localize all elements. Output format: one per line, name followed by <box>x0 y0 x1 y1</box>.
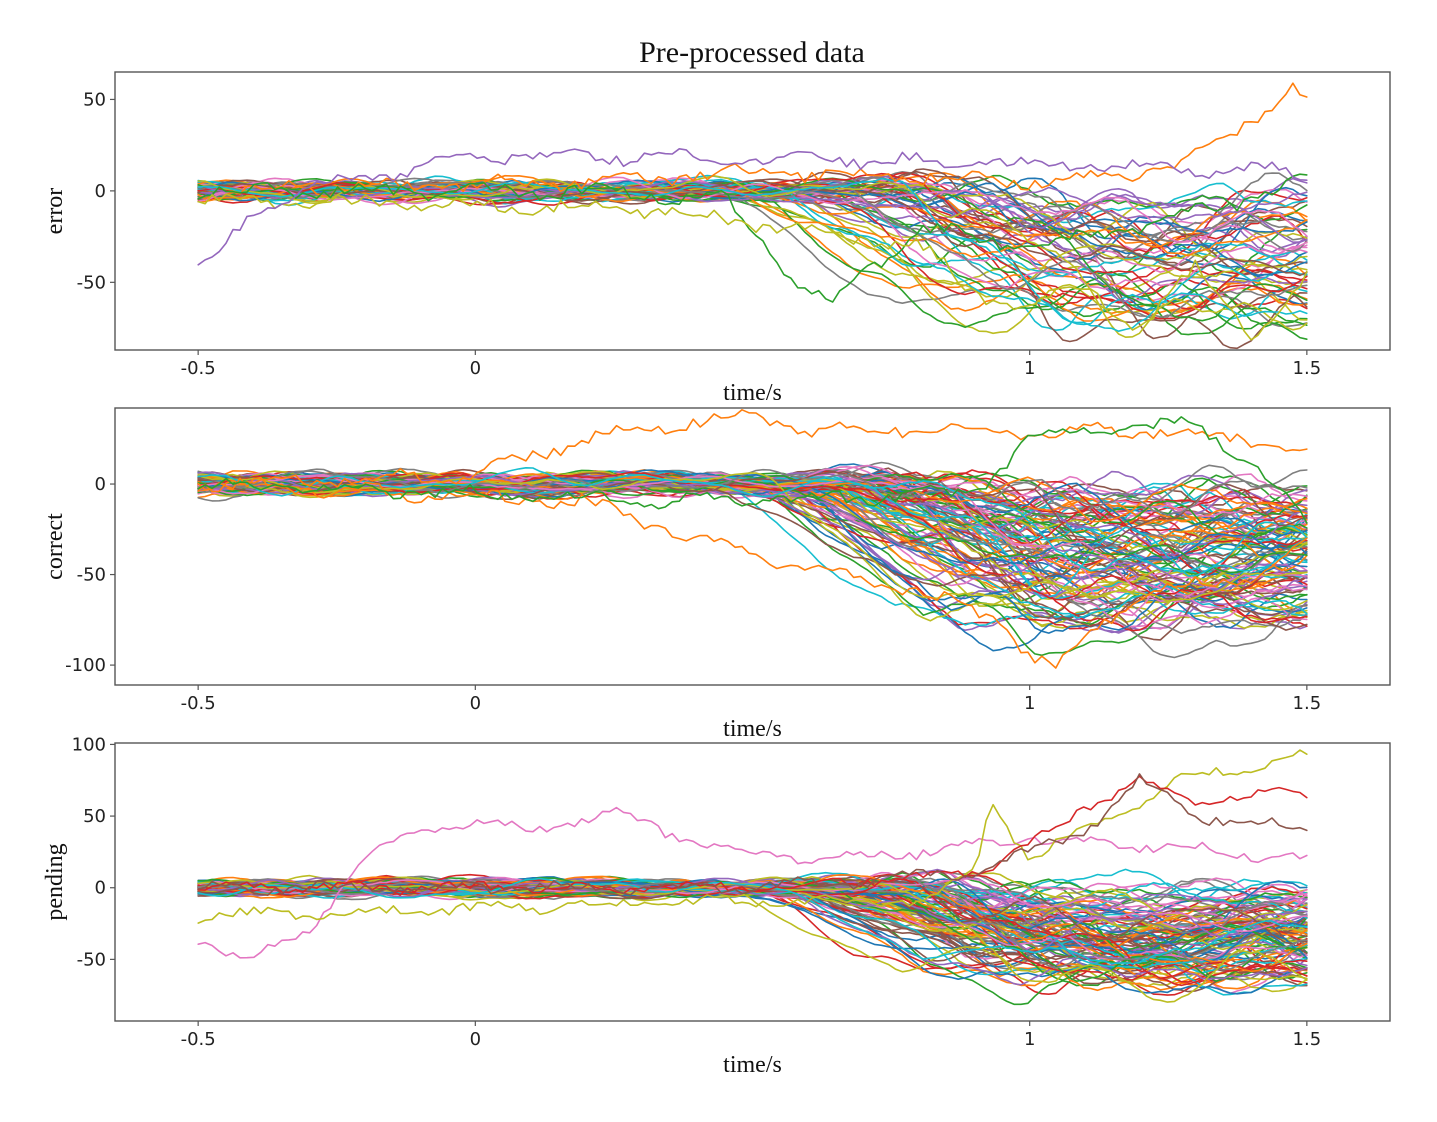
trace-pending-105 <box>197 877 1308 945</box>
trace-pending-108 <box>197 881 1308 1003</box>
ytick-label-pending-0: 100 <box>72 734 106 755</box>
traces-correct <box>197 409 1308 669</box>
trace-correct-orange-high <box>197 409 1308 493</box>
xtick-label-error-0: -0.5 <box>181 358 216 379</box>
xtick-label-error-3: 1.5 <box>1293 358 1322 379</box>
trace-correct-orange-low <box>197 476 1308 669</box>
xtick-label-pending-2: 1 <box>1024 1029 1035 1050</box>
trace-pending-109 <box>197 877 1308 965</box>
ytick-label-pending-1: 50 <box>83 806 106 827</box>
trace-correct-98 <box>197 470 1308 600</box>
subplot-error: -0.5 0 1 1.5 50 0 -50 time/s error <box>42 71 1391 406</box>
xtick-label-correct-3: 1.5 <box>1293 693 1322 714</box>
axes-frame-pending <box>114 742 1391 1022</box>
trace-error-green-early-dip <box>197 173 1308 303</box>
trace-error-56 <box>197 176 1308 243</box>
ytick-label-correct-1: -50 <box>77 565 106 586</box>
ytick-label-error-0: 50 <box>83 89 106 110</box>
xtick-label-correct-0: -0.5 <box>181 693 216 714</box>
trace-error-orange-rising <box>197 82 1308 201</box>
figure-title: Pre-processed data <box>639 36 865 69</box>
trace-error-55 <box>197 180 1308 277</box>
trace-correct-107 <box>197 468 1308 517</box>
trace-pending-pink-hump <box>197 806 1308 959</box>
subplot-pending: -0.5 0 1 1.5 100 50 0 -50 time/s pending <box>42 734 1391 1078</box>
trace-pending-olive-oscillating <box>197 749 1308 924</box>
trace-error-49 <box>197 181 1308 326</box>
trace-error-olive-deep-dip <box>197 193 1308 341</box>
trace-correct-102 <box>197 476 1308 574</box>
ytick-label-correct-0: 0 <box>95 474 106 495</box>
xlabel-pending: time/s <box>723 1052 782 1078</box>
trace-correct-109 <box>197 467 1308 573</box>
trace-error-59 <box>197 177 1308 332</box>
axes-frame-error <box>114 71 1391 351</box>
trace-pending-red-high <box>197 775 1308 896</box>
traces-pending <box>197 749 1308 1006</box>
xtick-label-pending-1: 0 <box>470 1029 481 1050</box>
xlabel-correct: time/s <box>723 716 782 742</box>
xtick-label-correct-2: 1 <box>1024 693 1035 714</box>
xtick-label-error-2: 1 <box>1024 358 1035 379</box>
xtick-label-error-1: 0 <box>470 358 481 379</box>
trace-pending-brown-high <box>197 773 1308 896</box>
ytick-label-pending-2: 0 <box>95 878 106 899</box>
traces-error <box>197 82 1308 350</box>
xtick-label-correct-1: 0 <box>470 693 481 714</box>
trace-pending-106 <box>197 878 1308 933</box>
ylabel-error: error <box>42 188 68 235</box>
ytick-label-error-2: -50 <box>77 272 106 293</box>
trace-correct-105 <box>197 471 1308 551</box>
xtick-label-pending-3: 1.5 <box>1293 1029 1322 1050</box>
ytick-label-pending-3: -50 <box>77 949 106 970</box>
xlabel-error: time/s <box>723 380 782 406</box>
trace-error-58 <box>197 175 1308 338</box>
ytick-label-correct-2: -100 <box>65 655 106 676</box>
axes-frame-correct <box>114 407 1391 686</box>
trace-correct-green-high-late <box>197 416 1308 524</box>
subplot-correct: -0.5 0 1 1.5 0 -50 -100 time/s correct <box>42 407 1391 742</box>
xtick-label-pending-0: -0.5 <box>181 1029 216 1050</box>
ylabel-correct: correct <box>42 513 68 580</box>
trace-error-54 <box>197 180 1308 243</box>
trace-error-violet-start-low <box>197 148 1308 266</box>
ytick-label-error-1: 0 <box>95 181 106 202</box>
ylabel-pending: pending <box>42 843 68 920</box>
